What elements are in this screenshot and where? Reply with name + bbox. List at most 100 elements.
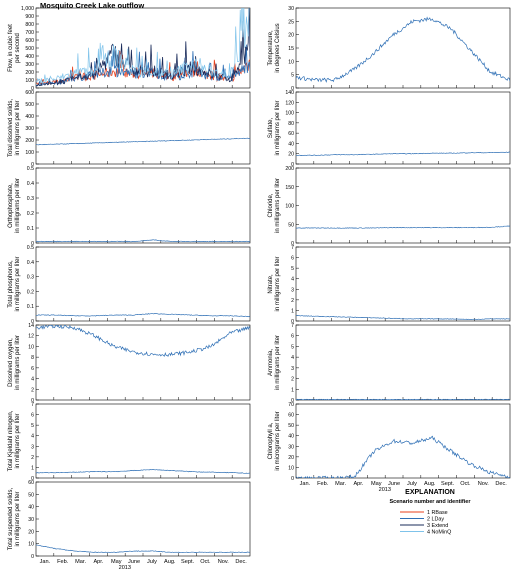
y-tick-label: 2 — [291, 298, 294, 304]
y-tick-label: 6 — [31, 413, 34, 419]
x-month-label: Sept. — [441, 481, 455, 487]
series-line-flow-4-nominq — [36, 8, 250, 85]
y-tick-label: 200 — [285, 166, 294, 172]
x-month-label: Sept. — [181, 559, 195, 565]
x-month-label: May — [371, 481, 382, 487]
plot-frame — [35, 481, 251, 557]
panel-flow: 0 100 200 300 400 500 600 700 800 900 1,000 Flow, i… — [8, 6, 251, 92]
y-axis-label: Temperature,in degrees Celsius — [268, 23, 281, 72]
y-tick-label: 40 — [288, 141, 294, 147]
y-tick-label: 4 — [31, 434, 34, 440]
plot-frame — [295, 167, 511, 244]
panel-temp: 0 5 10 15 20 25 30 Temperature,in degrees Celsi… — [268, 6, 511, 92]
y-axis-label: Nitrate,in milligrams per liter — [268, 256, 281, 311]
series-line-tss — [36, 544, 250, 553]
y-tick-label: 50 — [288, 423, 294, 429]
y-tick-label: 3 — [31, 444, 34, 450]
y-tick-label: 200 — [25, 138, 34, 144]
y-axis-label-line: Total phosphorus, — [8, 260, 14, 308]
series-line-ammonia — [296, 398, 510, 400]
y-tick-label: 900 — [25, 14, 34, 20]
y-tick-label: 10 — [288, 59, 294, 65]
y-tick-label: 20 — [288, 152, 294, 158]
y-axis-label-line: Sulfate, — [268, 118, 274, 139]
y-tick-label: 150 — [285, 185, 294, 191]
panel-tp: 0 0.1 0.2 0.3 0.4 0.5 Total phosphorus,in mill… — [8, 245, 251, 325]
x-month-label: Oct. — [200, 559, 211, 565]
series-line-tkn — [36, 469, 250, 474]
panel-nitrate: 0 1 2 3 4 5 6 7 Nitrate,in milligrams per liter — [268, 245, 511, 325]
y-tick-label: 100 — [285, 111, 294, 117]
x-month-label: Nov. — [478, 481, 490, 487]
y-axis-label-line: Total dissolved solids, — [8, 99, 14, 157]
y-axis-label-line: in micrograms per liter — [275, 411, 281, 470]
y-tick-label: 40 — [288, 434, 294, 440]
x-month-label: Feb. — [317, 481, 329, 487]
y-tick-label: 400 — [25, 54, 34, 60]
y-axis-label: Chloride,in milligrams per liter — [268, 178, 281, 233]
y-axis-label-line: in milligrams per liter — [15, 256, 21, 311]
series-line-tp — [36, 313, 250, 318]
y-axis-label-line: Chloride, — [268, 193, 274, 217]
y-tick-label: 800 — [25, 22, 34, 28]
y-tick-label: 14 — [28, 323, 34, 329]
y-tick-label: 0.1 — [27, 226, 34, 232]
y-tick-label: 4 — [291, 277, 294, 283]
y-tick-label: 10 — [288, 465, 294, 471]
y-tick-label: 0 — [291, 398, 294, 404]
plot-frame — [295, 246, 511, 322]
series-line-sulfate — [296, 151, 510, 156]
y-tick-label: 3 — [291, 366, 294, 372]
y-axis-label-line: in milligrams per liter — [15, 178, 21, 233]
y-tick-label: 2 — [291, 377, 294, 383]
plot-frame — [35, 246, 251, 322]
y-tick-label: 100 — [25, 150, 34, 156]
x-month-label: Nov. — [218, 559, 230, 565]
legend-label: 4 NoMinQ — [427, 530, 451, 536]
x-year-label: 2013 — [379, 487, 391, 493]
x-month-label: Aug. — [424, 481, 436, 487]
y-tick-label: 0 — [31, 241, 34, 247]
y-tick-label: 30 — [288, 444, 294, 450]
x-month-label: July — [147, 559, 157, 565]
y-axis-label: Total phosphorus,in milligrams per liter — [8, 256, 21, 311]
y-tick-label: 7 — [291, 323, 294, 329]
legend-label: 1 RBase — [427, 510, 448, 516]
y-tick-label: 0 — [31, 162, 34, 168]
y-tick-label: 0.1 — [27, 304, 34, 310]
y-axis-label: Orthophosphate,in milligrams per liter — [8, 178, 21, 233]
x-month-label: Feb. — [57, 559, 69, 565]
y-axis-label: Dissolved oxygen,in milligrams per liter — [8, 335, 21, 390]
y-tick-label: 140 — [285, 90, 294, 96]
y-tick-label: 0 — [291, 86, 294, 92]
y-axis-label-line: Nitrate, — [268, 274, 274, 294]
x-month-label: Aug. — [164, 559, 176, 565]
y-tick-label: 0.3 — [27, 196, 34, 202]
y-tick-label: 80 — [288, 121, 294, 127]
series-line-nitrate — [296, 315, 510, 320]
y-tick-label: 100 — [285, 204, 294, 210]
y-axis-label-line: in milligrams per liter — [275, 178, 281, 233]
plot-frame — [295, 7, 511, 89]
y-tick-label: 400 — [25, 114, 34, 120]
y-tick-label: 2 — [31, 387, 34, 393]
y-tick-label: 0.5 — [27, 166, 34, 172]
y-tick-label: 15 — [288, 46, 294, 52]
y-axis-label-line: per second — [15, 33, 21, 63]
y-tick-label: 0 — [31, 319, 34, 325]
y-axis-label-line: in milligrams per liter — [275, 335, 281, 390]
panel-chla: 0 10 20 30 40 50 60 70 Chlorophyll a,in microgra… — [268, 402, 511, 493]
x-month-label: July — [407, 481, 417, 487]
y-tick-label: 0 — [291, 162, 294, 168]
y-tick-label: 100 — [25, 78, 34, 84]
y-tick-label: 20 — [288, 33, 294, 39]
y-tick-label: 70 — [288, 402, 294, 408]
y-axis-label-line: in degrees Celsius — [275, 23, 281, 72]
series-line-temp — [296, 16, 510, 83]
y-tick-label: 6 — [291, 334, 294, 340]
series-line-chla — [296, 435, 510, 478]
y-tick-label: 10 — [28, 542, 34, 548]
y-tick-label: 60 — [28, 480, 34, 486]
plot-frame — [35, 167, 251, 244]
